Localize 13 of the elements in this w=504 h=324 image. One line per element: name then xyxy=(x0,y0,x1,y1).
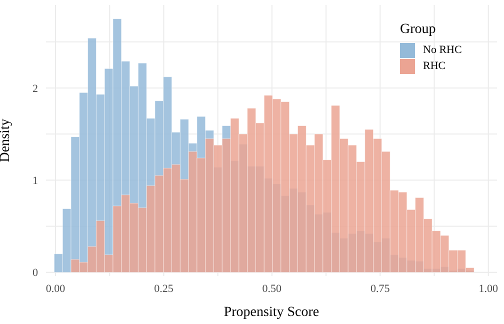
x-tick-label: 0.75 xyxy=(370,282,390,295)
y-tick-label: 2 xyxy=(32,82,38,95)
x-tick-label: 0.00 xyxy=(46,282,66,295)
y-tick-label: 0 xyxy=(32,267,38,280)
x-tick-label: 0.25 xyxy=(154,282,174,295)
y-axis-title: Density xyxy=(0,118,13,162)
legend-label: No RHC xyxy=(423,44,462,56)
x-tick-label: 1.00 xyxy=(478,282,498,295)
legend-title: Group xyxy=(400,22,437,38)
legend-label: RHC xyxy=(423,60,446,72)
x-tick-label: 0.50 xyxy=(262,282,282,295)
x-axis-title: Propensity Score xyxy=(224,305,320,320)
y-tick-label: 1 xyxy=(32,175,38,188)
